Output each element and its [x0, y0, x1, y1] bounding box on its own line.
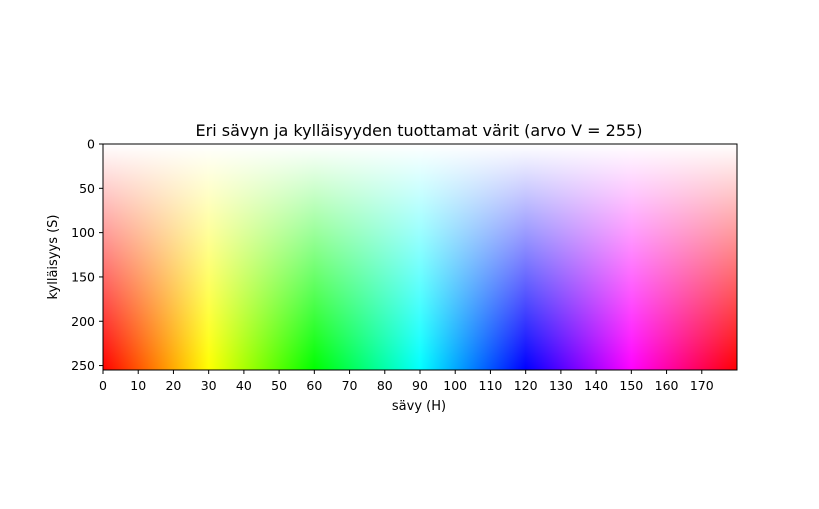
- x-tick-label: 160: [655, 378, 679, 393]
- x-tick-label: 70: [342, 378, 358, 393]
- x-tick-label: 60: [306, 378, 322, 393]
- y-tick-label: 100: [71, 225, 95, 240]
- y-tick-label: 0: [87, 137, 95, 152]
- x-tick-label: 10: [130, 378, 146, 393]
- chart-title: Eri sävyn ja kylläisyyden tuottamat väri…: [196, 121, 643, 140]
- x-tick-label: 130: [549, 378, 573, 393]
- x-tick-label: 0: [99, 378, 107, 393]
- y-tick-label: 200: [71, 314, 95, 329]
- plot-area: [102, 143, 738, 371]
- y-tick-label: 150: [71, 269, 95, 284]
- x-tick-label: 20: [165, 378, 181, 393]
- x-tick-label: 170: [690, 378, 714, 393]
- y-tick-label: 250: [71, 358, 95, 373]
- x-tick-label: 140: [584, 378, 608, 393]
- y-axis-ticks: 0 50 100 150 200 250: [71, 137, 103, 373]
- x-tick-label: 40: [236, 378, 252, 393]
- x-tick-label: 100: [443, 378, 467, 393]
- saturation-overlay: [103, 144, 737, 370]
- x-tick-label: 90: [412, 378, 428, 393]
- x-tick-label: 110: [479, 378, 503, 393]
- x-tick-label: 80: [377, 378, 393, 393]
- x-axis-label: sävy (H): [392, 399, 446, 414]
- y-tick-label: 50: [79, 181, 95, 196]
- x-axis-ticks: 0 10 20 30 40 50 60 70 80 90 100 110 120 130 140 150 160…: [99, 370, 714, 393]
- y-axis-label: kylläisyys (S): [46, 214, 61, 299]
- x-tick-label: 50: [271, 378, 287, 393]
- x-tick-label: 30: [201, 378, 217, 393]
- x-tick-label: 150: [619, 378, 643, 393]
- x-tick-label: 120: [514, 378, 538, 393]
